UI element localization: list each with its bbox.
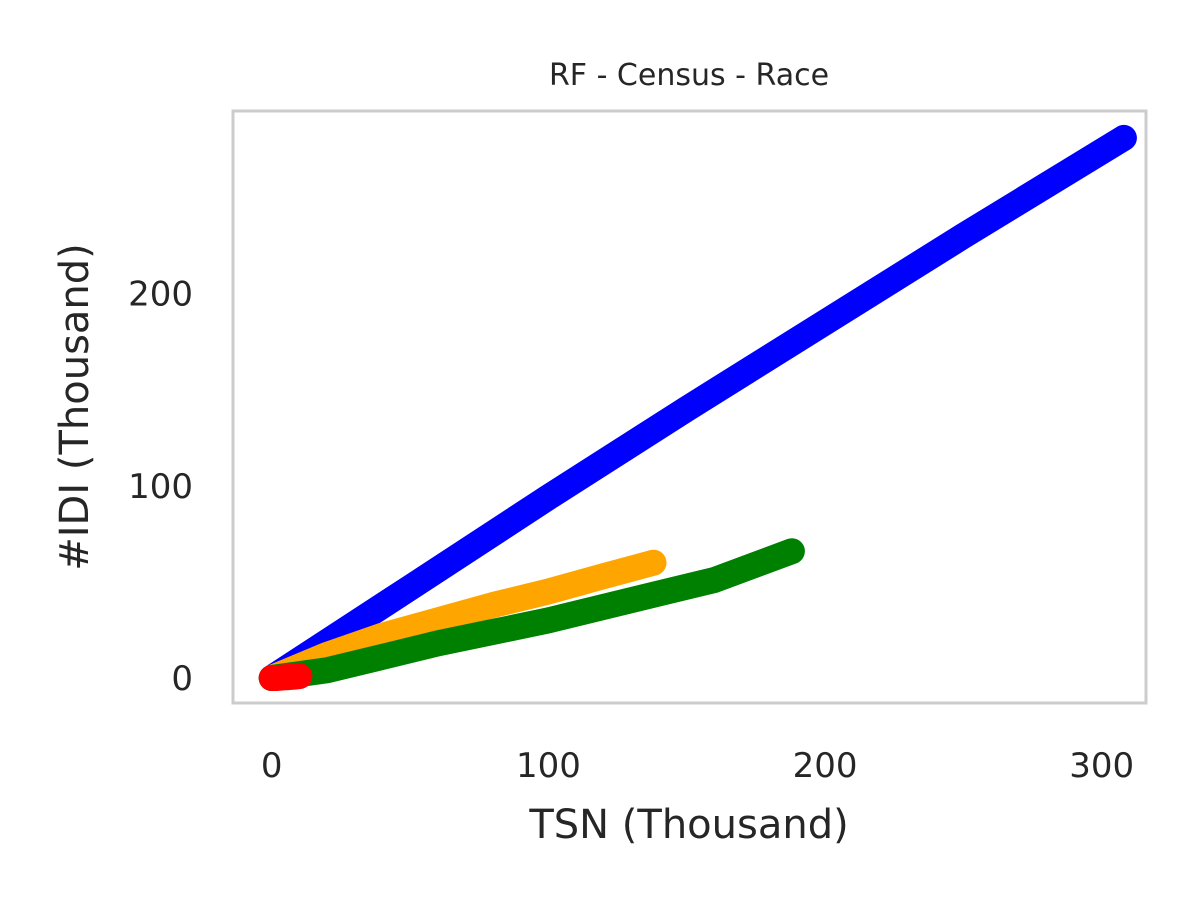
- x-tick-labels: 0 100 200 300: [261, 746, 1134, 786]
- y-tick-label: 0: [171, 659, 193, 699]
- y-tick-labels: 0 100 200: [128, 275, 193, 699]
- x-tick-label: 200: [793, 746, 858, 786]
- series-line-2: [258, 549, 667, 691]
- series-line-1: [258, 124, 1137, 691]
- x-axis-label: TSN (Thousand): [528, 802, 848, 848]
- y-axis-label: #IDI (Thousand): [52, 243, 98, 571]
- x-tick-label: 0: [261, 746, 283, 786]
- y-tick-label: 100: [128, 467, 193, 507]
- series-layer: [258, 124, 1137, 691]
- x-tick-label: 300: [1069, 746, 1134, 786]
- x-tick-label: 100: [516, 746, 581, 786]
- chart-title: RF - Census - Race: [549, 58, 829, 93]
- series-line-3: [258, 538, 805, 691]
- y-tick-label: 200: [128, 275, 193, 315]
- series-line-4: [258, 663, 313, 691]
